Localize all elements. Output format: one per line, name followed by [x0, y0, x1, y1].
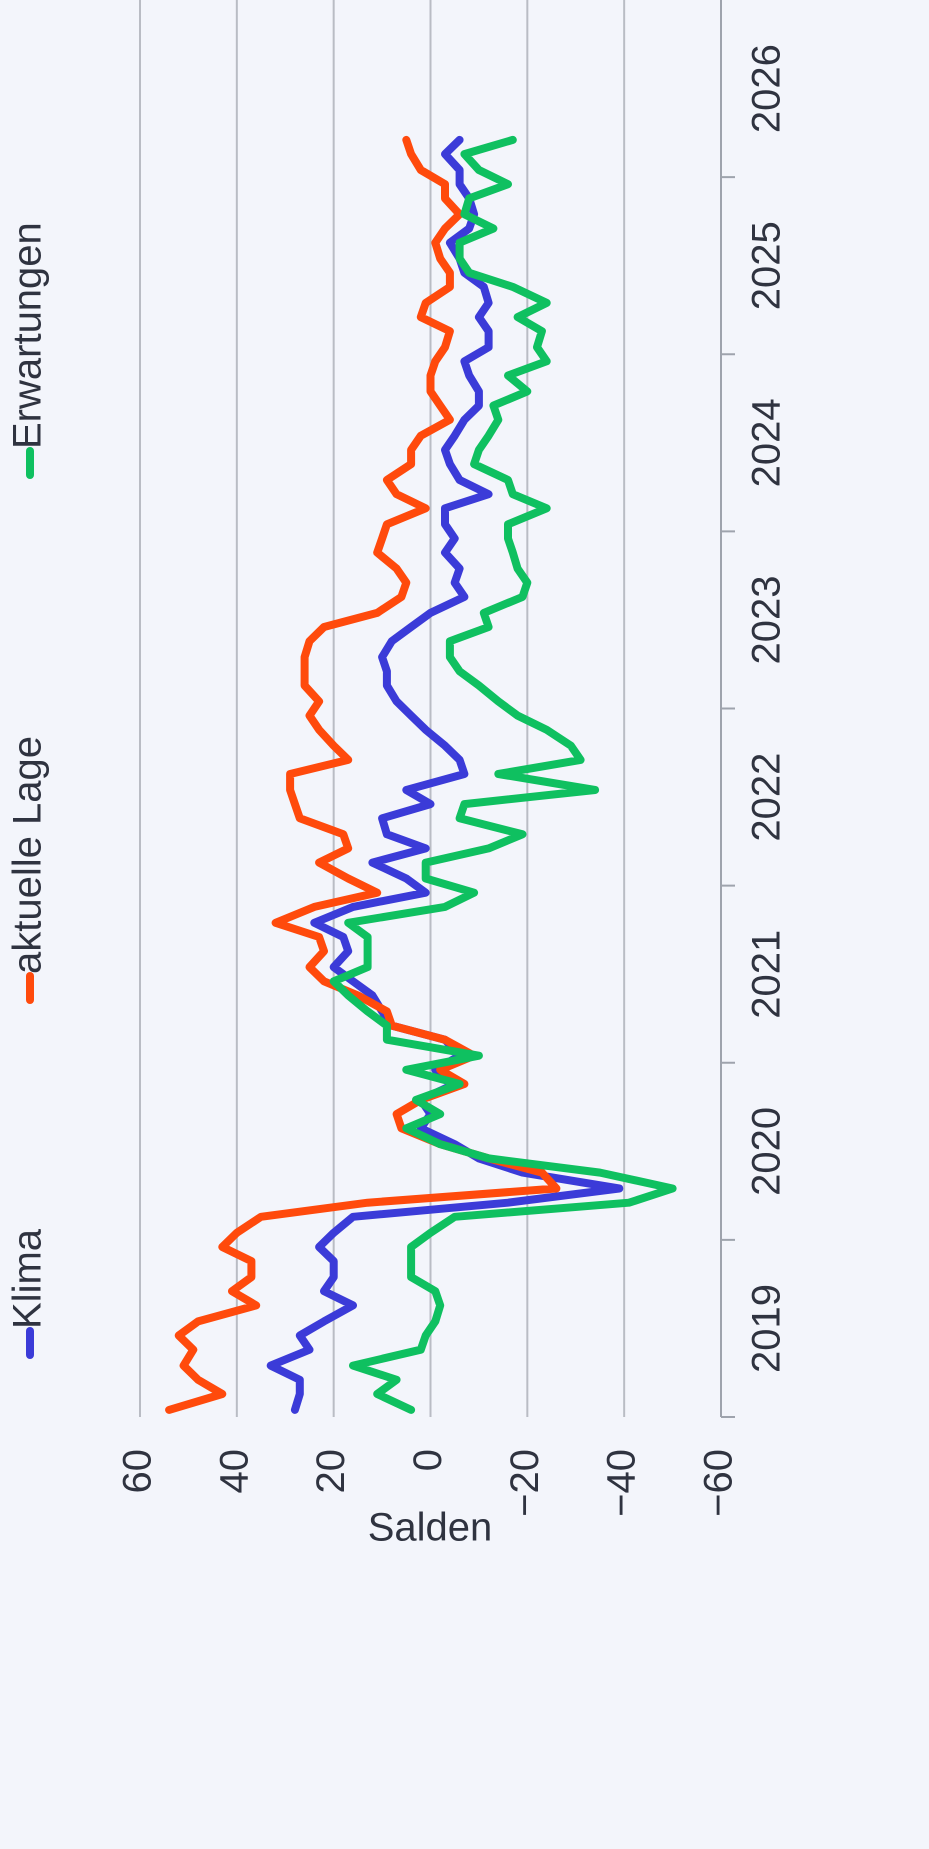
x-tick-label: 2019	[745, 1284, 789, 1373]
series-line	[165, 135, 561, 1414]
x-tick-label: 2025	[745, 221, 789, 310]
x-tick-label: 2022	[745, 753, 789, 842]
y-tick-label: 0	[406, 1449, 450, 1471]
y-tick-label: 60	[116, 1449, 160, 1494]
y-axis-label: Salden	[368, 1506, 493, 1550]
x-tick-label: 2021	[745, 930, 789, 1019]
y-tick-label: −60	[697, 1449, 741, 1517]
series-line	[329, 135, 677, 1414]
y-tick-label: −20	[503, 1449, 547, 1517]
y-tick-label: 40	[212, 1449, 256, 1494]
y-tick-label: −40	[600, 1449, 644, 1517]
legend-label: aktuelle Lage	[6, 736, 50, 974]
legend-label: Erwartungen	[6, 222, 50, 449]
y-tick-label: 20	[309, 1449, 353, 1494]
x-tick-label: 2023	[745, 575, 789, 664]
series-line	[266, 135, 624, 1414]
x-tick-label: 2024	[745, 398, 789, 487]
x-tick-label: 2026	[745, 44, 789, 133]
x-tick-label: 2020	[745, 1107, 789, 1196]
legend-label: Klima	[6, 1228, 50, 1329]
